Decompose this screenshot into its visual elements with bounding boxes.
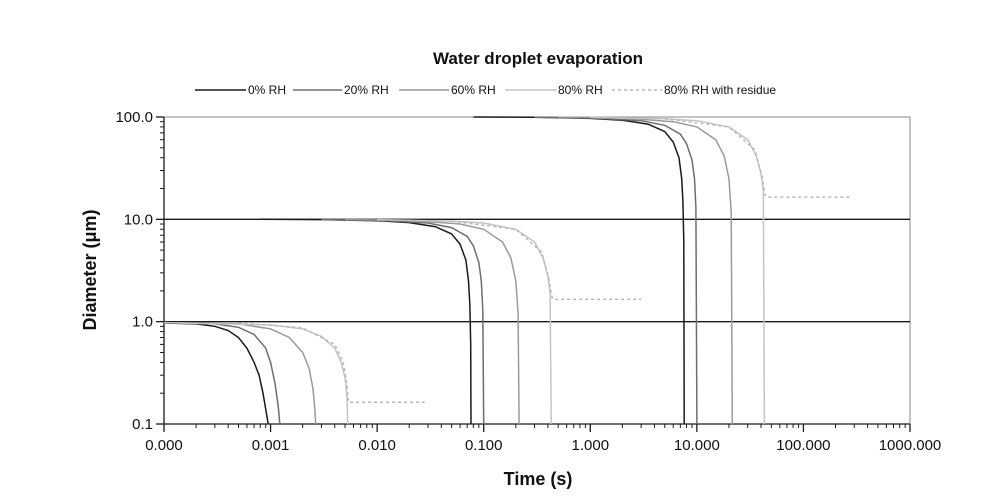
x-tick-label: 0.000 <box>145 437 183 454</box>
series-line <box>473 116 685 425</box>
series-line <box>163 322 269 425</box>
x-tick-label: 1000.000 <box>879 437 942 454</box>
series-line <box>238 322 425 404</box>
y-tick-label: 10.0 <box>124 211 153 228</box>
series-group <box>163 116 852 425</box>
legend-label: 80% RH with residue <box>664 83 776 97</box>
x-tick-label: 10.000 <box>674 437 720 454</box>
legend-label: 60% RH <box>451 83 496 97</box>
x-axis-title: Time (s) <box>504 469 573 489</box>
y-axis-title: Diameter (μm) <box>80 209 100 330</box>
x-tick-label: 0.001 <box>252 437 290 454</box>
x-tick-label: 0.100 <box>465 437 503 454</box>
legend-label: 0% RH <box>248 83 286 97</box>
y-tick-label: 0.1 <box>132 416 153 433</box>
series-line <box>451 220 642 301</box>
chart-title: Water droplet evaporation <box>433 49 643 68</box>
legend-label: 20% RH <box>344 83 389 97</box>
y-tick-label: 100.0 <box>115 109 153 126</box>
series-line <box>163 321 317 425</box>
series-line <box>321 218 485 425</box>
series-line <box>163 321 281 425</box>
x-tick-label: 100.000 <box>776 437 830 454</box>
series-line <box>664 118 852 198</box>
series-line <box>345 218 520 425</box>
series-line <box>534 116 698 425</box>
x-tick-label: 1.000 <box>572 437 610 454</box>
y-tick-label: 1.0 <box>132 314 153 331</box>
series-line <box>558 116 734 425</box>
plot-frame <box>163 116 911 425</box>
series-line <box>377 219 552 425</box>
legend: 0% RH 20% RH 60% RH 80% RH 80% RH with resid… <box>195 83 776 97</box>
plot-area: 0.1 1.0 10.0 100.0 0.000 0.001 0.010 0.100 1.000… <box>115 109 941 454</box>
series-line <box>590 116 766 425</box>
x-tick-label: 0.010 <box>358 437 396 454</box>
series-line <box>163 321 349 425</box>
legend-label: 80% RH <box>558 83 603 97</box>
